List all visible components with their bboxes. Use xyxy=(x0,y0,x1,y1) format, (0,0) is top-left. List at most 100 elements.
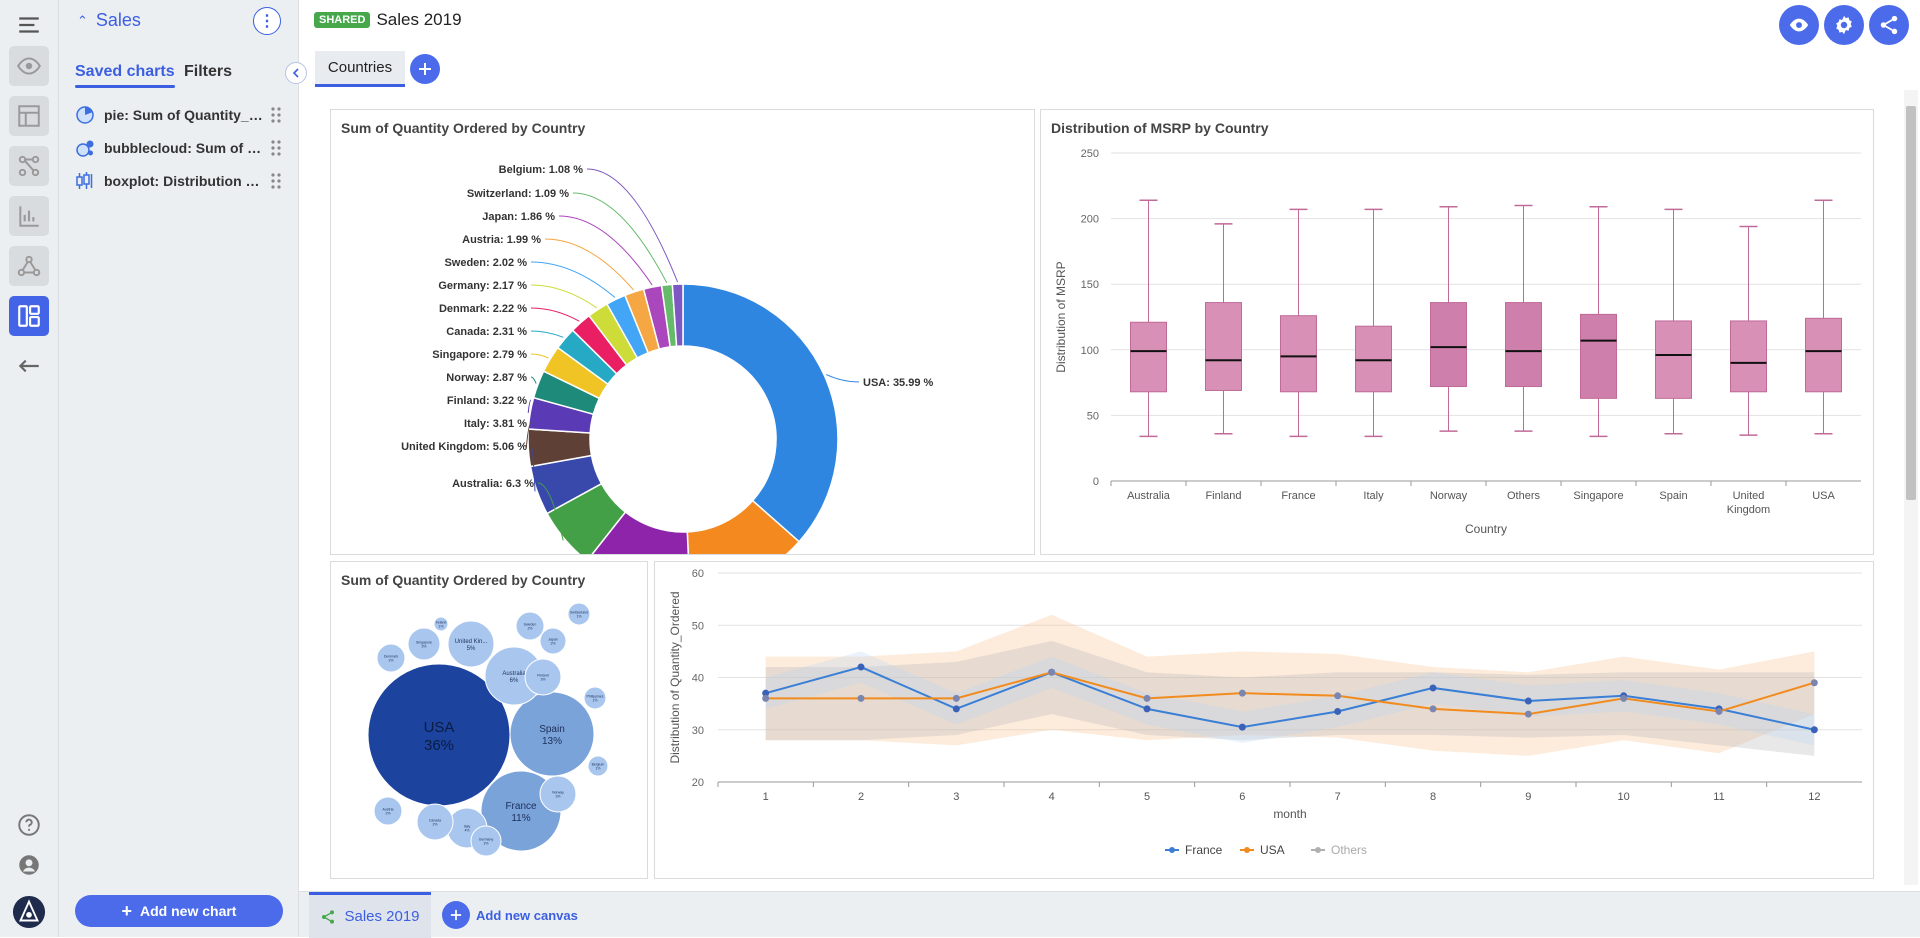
line-chart-card: 20 30 40 50 60 1 2 3 4 5 6 7 8 9 10 11 12 month Distributi… xyxy=(654,561,1874,879)
eye-icon[interactable] xyxy=(9,46,49,86)
pie-label: United Kingdom: 5.06 % xyxy=(401,441,527,453)
user-icon[interactable] xyxy=(9,845,49,885)
graph-icon[interactable] xyxy=(9,246,49,286)
share-icon xyxy=(322,909,335,924)
bubble-label: Norway xyxy=(552,790,564,794)
data-point xyxy=(1143,694,1151,702)
dataset-selector[interactable]: ⌃ Sales xyxy=(77,10,141,31)
tab-countries[interactable]: Countries xyxy=(315,51,405,87)
data-point xyxy=(1143,705,1151,713)
drag-handle-icon[interactable] xyxy=(270,172,282,190)
pie-leader-line xyxy=(572,192,668,284)
x-tick-label: France xyxy=(1281,490,1315,502)
settings-button[interactable] xyxy=(1824,5,1864,45)
pie-leader-line xyxy=(530,261,616,298)
x-tick-label: Australia xyxy=(1127,490,1171,502)
chevron-updown-icon: ⌃ xyxy=(77,12,88,28)
bubblecloud-title: Sum of Quantity Ordered by Country xyxy=(341,572,586,588)
bubble xyxy=(433,616,449,632)
bubble-value: 11% xyxy=(511,813,530,824)
data-point xyxy=(1524,697,1532,705)
data-point xyxy=(857,663,865,671)
arrow-left-icon[interactable] xyxy=(9,346,49,386)
more-options-icon[interactable]: ⋮ xyxy=(253,7,281,35)
bubble-value: 3% xyxy=(540,678,545,682)
bubble-value: 36% xyxy=(424,737,454,754)
add-new-chart-label: Add new chart xyxy=(140,903,237,919)
bubble-value: 1% xyxy=(592,699,597,703)
diagram-icon[interactable] xyxy=(9,146,49,186)
bubble-value: 2% xyxy=(385,812,390,816)
bubble-label: Singapore xyxy=(416,640,432,644)
pie-leader-line xyxy=(530,284,597,309)
x-tick-label: 8 xyxy=(1430,791,1436,803)
logo-icon[interactable] xyxy=(9,892,49,932)
bubble-value: 1% xyxy=(576,615,581,619)
bubble xyxy=(539,627,567,655)
share-icon xyxy=(1880,15,1898,35)
tab-filters[interactable]: Filters xyxy=(184,63,233,80)
saved-chart-item[interactable]: boxplot: Distribution of MSRP by Country xyxy=(75,168,289,194)
dashboard-title: Sales 2019 xyxy=(376,10,462,29)
bubble-label: Germany xyxy=(479,837,494,841)
bubble-value: 2% xyxy=(527,627,532,631)
pie-leader-line xyxy=(586,168,679,283)
x-tick-label: 9 xyxy=(1525,791,1531,803)
x-tick-label: USA xyxy=(1812,490,1835,502)
data-point xyxy=(762,689,770,697)
pie-label: Germany: 2.17 % xyxy=(438,280,527,292)
bubble-label: Canada xyxy=(429,818,441,822)
bubble-label: Spain xyxy=(539,724,565,735)
boxplot-chart[interactable]: 0 50 100 150 200 250 Australia Finland France Ita… xyxy=(1041,110,1873,554)
pie-chart-title: Sum of Quantity Ordered by Country xyxy=(341,120,586,136)
menu-icon[interactable] xyxy=(9,5,49,45)
y-axis-label: Distribution of MSRP xyxy=(1054,261,1068,372)
saved-chart-label: pie: Sum of Quantity_Ordered by Country xyxy=(104,107,264,123)
legend-marker xyxy=(1315,847,1321,853)
x-tick-label: Kingdom xyxy=(1727,504,1770,516)
canvas-tab-sales-2019[interactable]: Sales 2019 xyxy=(309,892,431,938)
drag-handle-icon[interactable] xyxy=(270,139,282,157)
bubble-label: Sweden xyxy=(524,622,537,626)
drag-handle-icon[interactable] xyxy=(270,106,282,124)
x-tick-label: Spain xyxy=(1659,490,1687,502)
pie-chart[interactable]: USA: 35.99 %Spain: 12.55 %France: 11.19 … xyxy=(331,110,1034,554)
share-button[interactable] xyxy=(1869,5,1909,45)
data-point xyxy=(1238,723,1246,731)
dashboard-icon[interactable] xyxy=(9,296,49,336)
data-point xyxy=(1524,710,1532,718)
saved-chart-item[interactable]: bubblecloud: Sum of Quantity_Ordered by … xyxy=(75,135,289,161)
tab-saved-charts[interactable]: Saved charts xyxy=(75,63,175,88)
bubble xyxy=(373,796,403,826)
x-tick-label: Norway xyxy=(1430,490,1468,502)
bubble-label: Denmark xyxy=(384,654,398,658)
saved-chart-item[interactable]: pie: Sum of Quantity_Ordered by Country xyxy=(75,102,289,128)
x-tick-label: 10 xyxy=(1618,791,1630,803)
box xyxy=(1730,320,1767,393)
layout-icon[interactable] xyxy=(9,96,49,136)
collapse-panel-icon[interactable] xyxy=(285,62,307,84)
eye-icon xyxy=(1789,18,1809,32)
add-new-chart-button[interactable]: + Add new chart xyxy=(75,895,283,927)
y-tick-label: 60 xyxy=(692,568,704,580)
legend-label: USA xyxy=(1260,843,1285,857)
add-tab-button[interactable] xyxy=(410,54,440,84)
help-icon[interactable] xyxy=(9,805,49,845)
bar-chart-icon[interactable] xyxy=(9,196,49,236)
x-tick-label: 4 xyxy=(1049,791,1055,803)
pie-leader-line xyxy=(525,422,532,449)
france-band xyxy=(765,651,1815,746)
pie-label: Switzerland: 1.09 % xyxy=(467,188,569,200)
box xyxy=(1280,315,1317,393)
add-new-canvas-button[interactable]: Add new canvas xyxy=(442,901,578,929)
preview-button[interactable] xyxy=(1779,5,1819,45)
bubble-label: Philippines xyxy=(587,694,604,698)
pie-label: Norway: 2.87 % xyxy=(446,372,527,384)
box xyxy=(1580,313,1617,399)
scrollbar-thumb[interactable] xyxy=(1906,106,1916,500)
pie-label: Austria: 1.99 % xyxy=(462,234,541,246)
box xyxy=(1655,320,1692,399)
bubblecloud-card: Sum of Quantity Ordered by Country USA 36… xyxy=(330,561,648,879)
